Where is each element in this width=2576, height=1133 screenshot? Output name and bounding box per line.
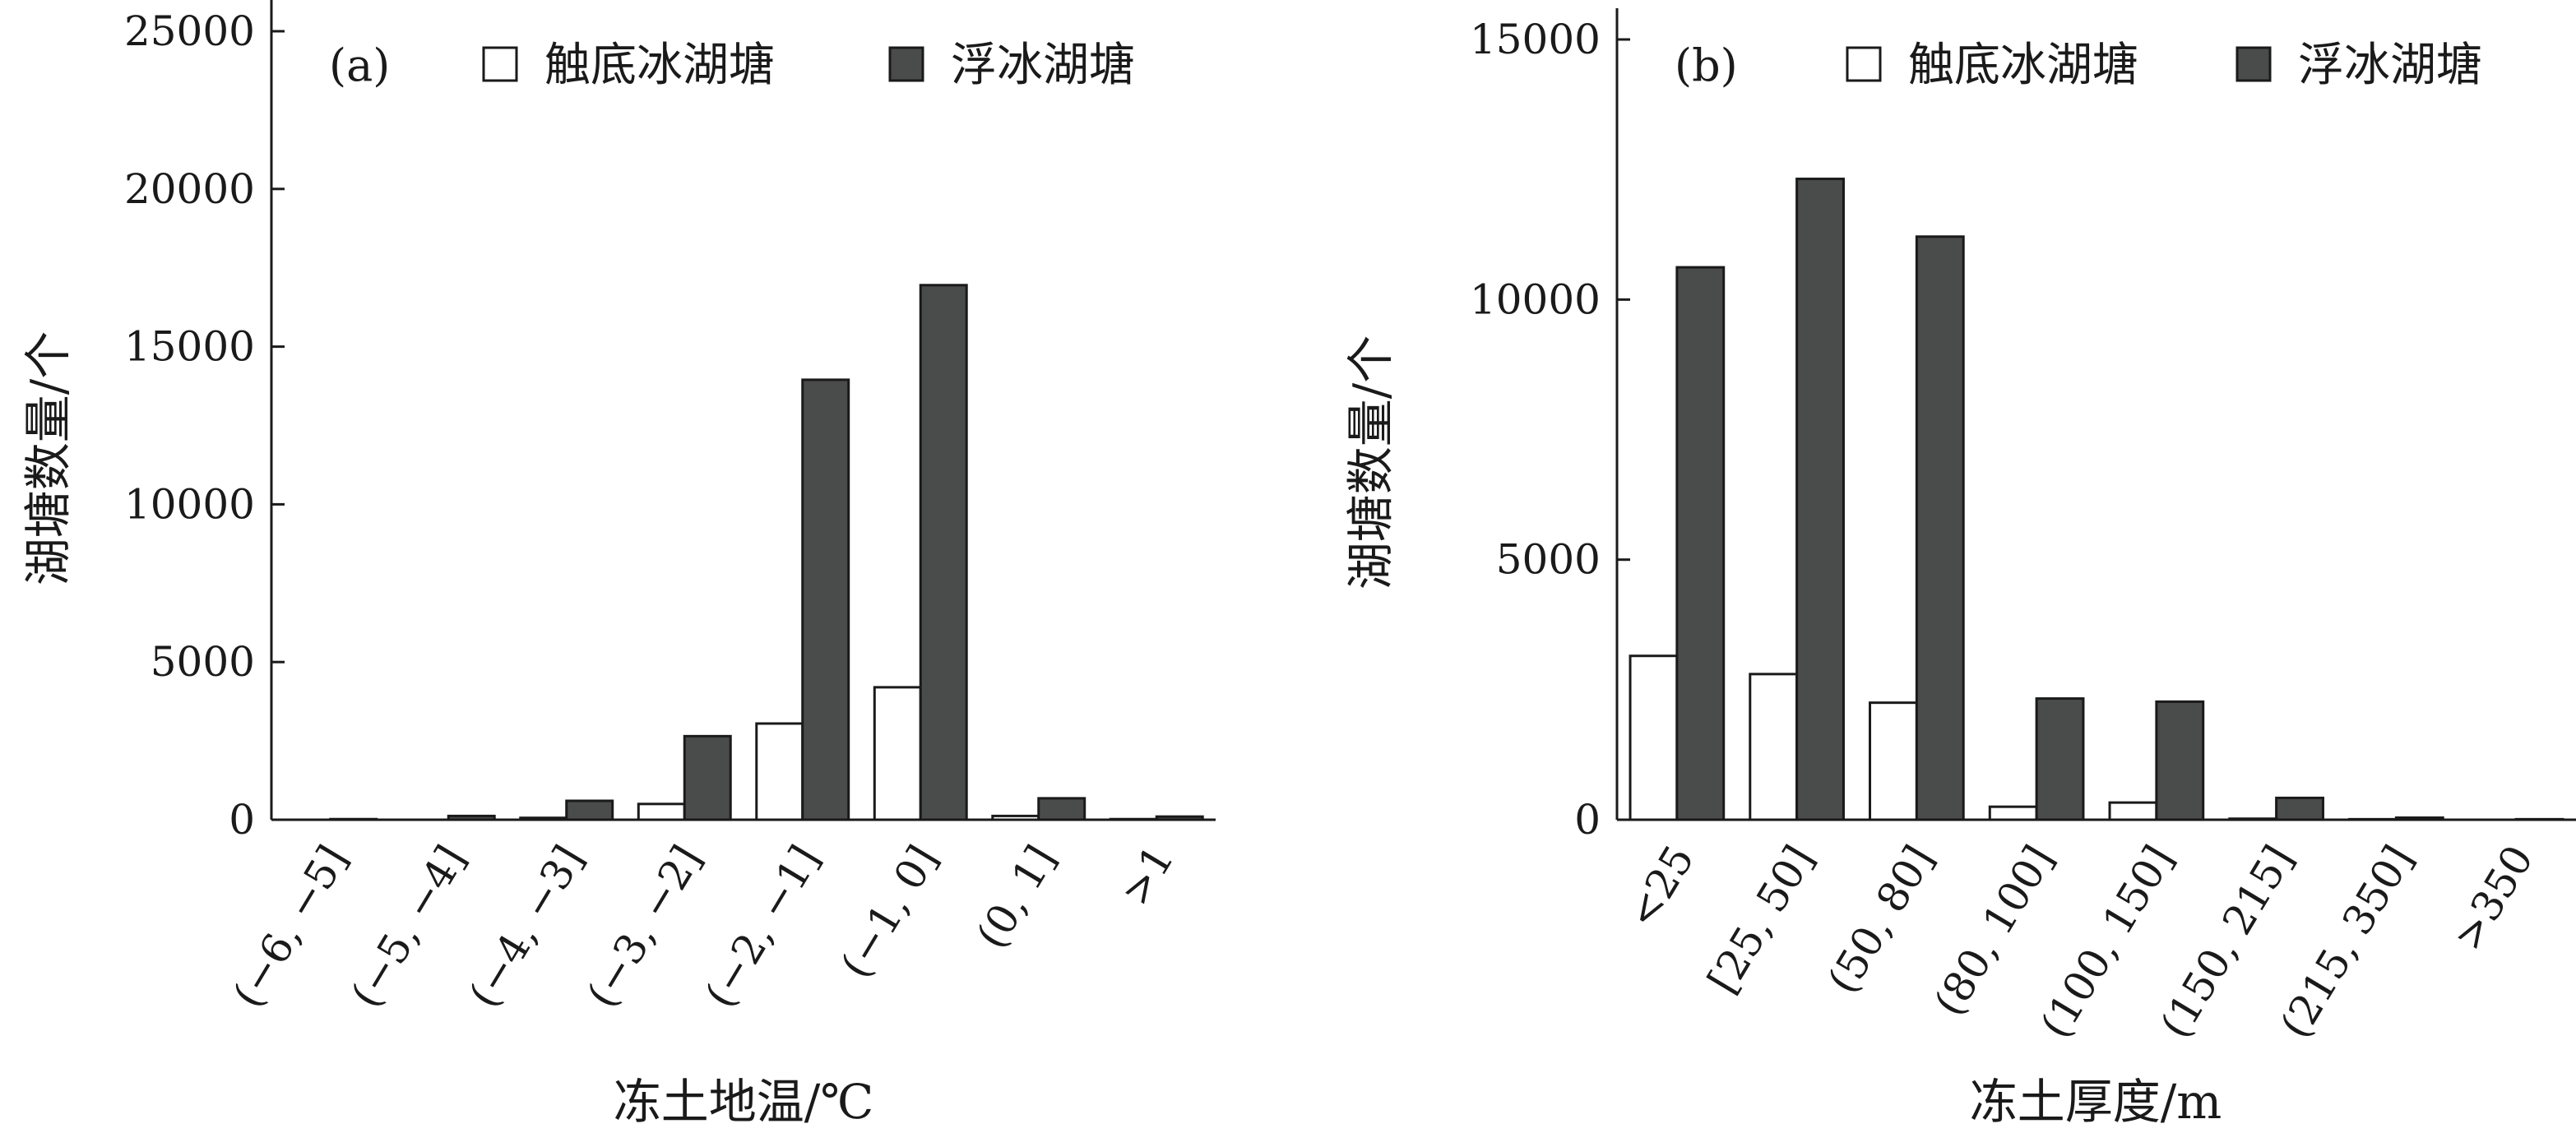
bar-grounded-ice xyxy=(637,802,686,821)
x-tick-label: (−3, −2] xyxy=(577,837,711,1015)
y-tick-label: 10000 xyxy=(124,480,255,528)
bar-grounded-ice xyxy=(519,816,568,821)
bar-grounded-ice xyxy=(755,722,804,821)
bar-floating-ice xyxy=(2155,700,2205,821)
x-tick-label: (−1, 0] xyxy=(832,837,947,986)
panel-label: (a) xyxy=(329,39,390,91)
bar-grounded-ice xyxy=(2348,817,2398,821)
x-tick-label: >350 xyxy=(2444,837,2542,959)
bar-grounded-ice xyxy=(1629,654,1679,821)
legend-swatch-floating-ice xyxy=(2235,46,2272,82)
x-tick-label: (80, 100] xyxy=(1925,837,2063,1024)
y-axis-label: 湖塘数量/个 xyxy=(1342,335,1398,590)
legend-swatch-grounded-ice xyxy=(1846,46,1882,82)
bar-floating-ice xyxy=(1155,815,1204,821)
bar-grounded-ice xyxy=(1988,805,2038,821)
legend-label-floating-ice: 浮冰湖塘 xyxy=(2298,39,2482,92)
x-tick-label: [25, 50] xyxy=(1698,837,1823,1001)
x-tick-label: >1 xyxy=(1111,837,1184,913)
y-tick-label: 10000 xyxy=(1470,275,1601,323)
y-axis-label: 湖塘数量/个 xyxy=(20,331,76,586)
y-tick-label: 0 xyxy=(1574,796,1601,844)
bar-floating-ice xyxy=(1675,266,1726,821)
y-tick-label: 25000 xyxy=(124,7,255,55)
legend-swatch-grounded-ice xyxy=(482,46,518,82)
x-axis-label: 冻土厚度/m xyxy=(1970,1074,2222,1130)
bar-floating-ice xyxy=(447,814,496,821)
chart-panel-a: 0 5000 10000 15000 20000 25000 (−6, −5](−5, −4… xyxy=(20,0,1216,1130)
x-tick-label: (−6, −5] xyxy=(224,837,357,1015)
y-tick-label: 0 xyxy=(229,796,255,844)
bar-floating-ice xyxy=(2394,816,2444,821)
x-tick-label: (−2, −1] xyxy=(696,837,829,1015)
y-tick-label: 15000 xyxy=(124,323,255,371)
legend: 触底冰湖塘 浮冰湖塘 xyxy=(482,39,1135,92)
x-axis-label: 冻土地温/℃ xyxy=(614,1074,873,1130)
legend-swatch-floating-ice xyxy=(888,46,924,82)
bar-floating-ice xyxy=(919,284,968,821)
legend-label-grounded-ice: 触底冰湖塘 xyxy=(1908,39,2138,92)
bar-floating-ice xyxy=(329,817,378,821)
bar-floating-ice xyxy=(2514,817,2564,821)
bar-floating-ice xyxy=(2275,796,2324,821)
bar-grounded-ice xyxy=(873,686,922,821)
y-tick-label: 5000 xyxy=(1496,536,1601,584)
bar-grounded-ice xyxy=(2108,801,2158,821)
x-tick-label: (−5, −4] xyxy=(341,837,475,1015)
legend: 触底冰湖塘 浮冰湖塘 xyxy=(1846,39,2482,92)
bar-grounded-ice xyxy=(2228,817,2278,821)
panel-label: (b) xyxy=(1675,39,1738,91)
x-tick-label: <25 xyxy=(1618,837,1703,936)
bar-grounded-ice xyxy=(1109,817,1158,821)
bar-grounded-ice xyxy=(1869,701,1918,821)
legend-label-grounded-ice: 触底冰湖塘 xyxy=(544,39,775,92)
bar-grounded-ice xyxy=(991,814,1040,821)
bar-grounded-ice xyxy=(1749,673,1799,821)
legend-label-floating-ice: 浮冰湖塘 xyxy=(951,39,1135,92)
chart-panel-b: 0 5000 10000 15000 <25[25, 50](50, 80](80, 1… xyxy=(1342,8,2576,1130)
y-tick-label: 5000 xyxy=(151,638,255,686)
bar-floating-ice xyxy=(1795,178,1845,821)
bar-floating-ice xyxy=(1037,797,1086,821)
y-tick-label: 15000 xyxy=(1470,16,1601,63)
bar-floating-ice xyxy=(1915,235,1965,821)
bar-floating-ice xyxy=(565,799,614,821)
y-tick-label: 20000 xyxy=(124,165,255,213)
x-tick-label: (−4, −3] xyxy=(460,837,593,1015)
x-tick-label: (50, 80] xyxy=(1818,837,1944,1001)
bar-floating-ice xyxy=(683,734,732,821)
x-tick-label: (0, 1] xyxy=(967,837,1065,956)
bar-floating-ice xyxy=(801,378,850,821)
bar-floating-ice xyxy=(2035,697,2085,821)
